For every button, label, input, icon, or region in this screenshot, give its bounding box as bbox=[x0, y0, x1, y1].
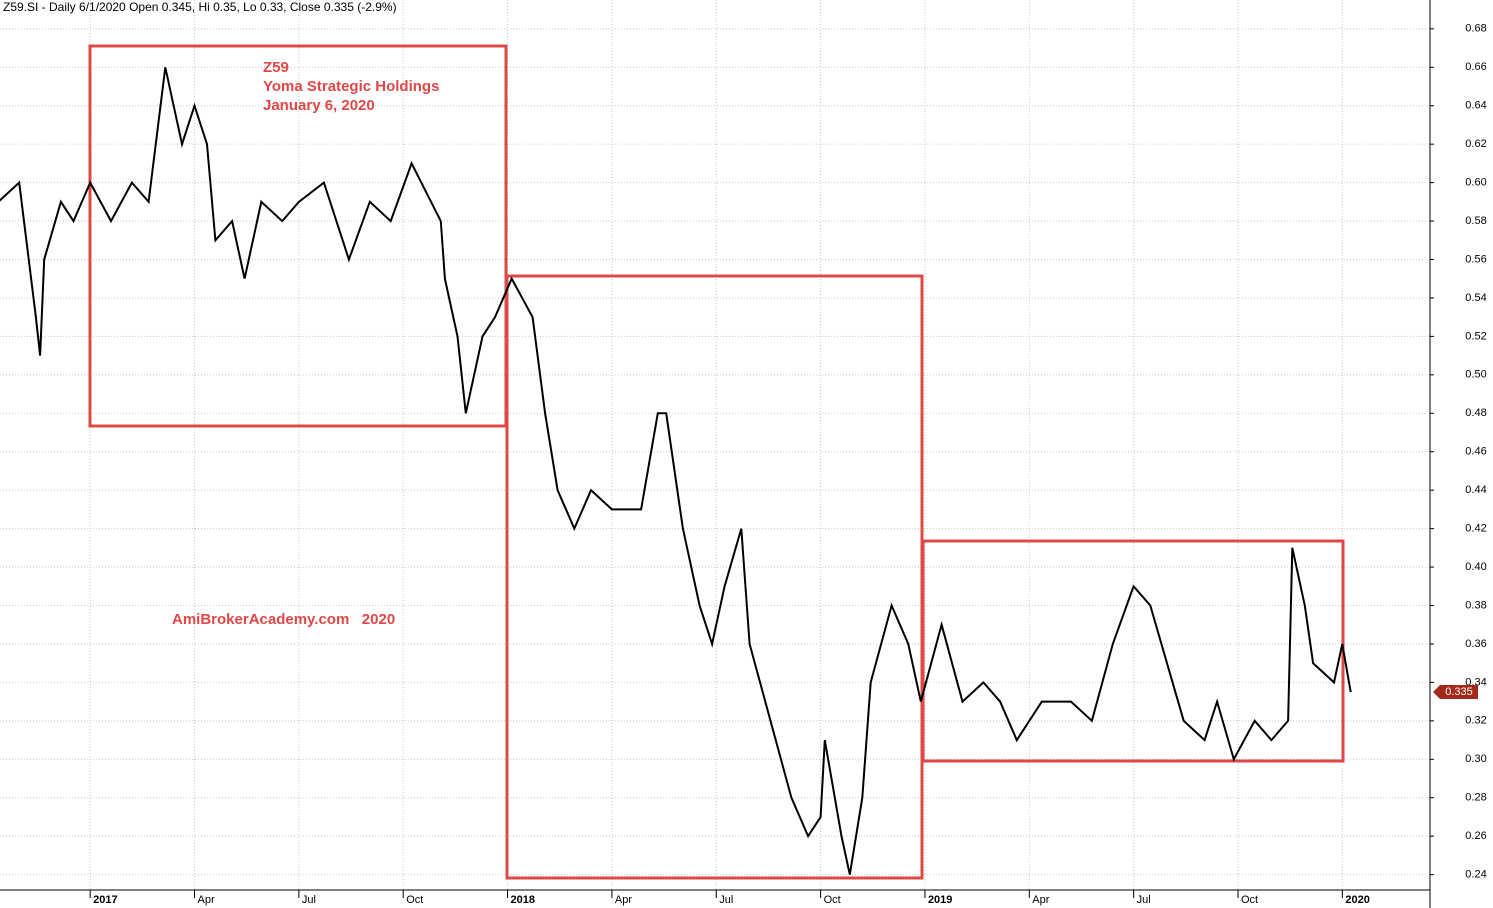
y-tick-label: 0.58 bbox=[1465, 215, 1486, 227]
x-tick-label: Oct bbox=[1241, 894, 1258, 906]
last-price-marker bbox=[1433, 685, 1478, 700]
y-tick-label: 0.52 bbox=[1465, 330, 1486, 342]
x-tick-label: Apr bbox=[615, 894, 632, 906]
x-tick-label: 2019 bbox=[928, 894, 952, 906]
annotation: Yoma Strategic Holdings bbox=[263, 78, 439, 95]
range-box bbox=[88, 44, 508, 428]
y-tick-label: 0.30 bbox=[1465, 753, 1486, 765]
y-tick-label: 0.54 bbox=[1465, 292, 1486, 304]
x-tick-label: 2018 bbox=[511, 894, 535, 906]
y-tick-label: 0.46 bbox=[1465, 446, 1486, 458]
x-tick-label: Oct bbox=[824, 894, 841, 906]
y-tick-label: 0.44 bbox=[1465, 484, 1486, 496]
y-tick-label: 0.60 bbox=[1465, 177, 1486, 189]
y-tick-label: 0.36 bbox=[1465, 638, 1486, 650]
y-tick-label: 0.62 bbox=[1465, 138, 1486, 150]
y-tick-label: 0.56 bbox=[1465, 253, 1486, 265]
y-tick-label: 0.64 bbox=[1465, 100, 1486, 112]
x-tick-label: Apr bbox=[1032, 894, 1049, 906]
y-tick-label: 0.68 bbox=[1465, 23, 1486, 35]
chart-title: Z59.SI - Daily 6/1/2020 Open 0.345, Hi 0… bbox=[3, 0, 397, 14]
y-tick-label: 0.24 bbox=[1465, 869, 1486, 881]
y-tick-label: 0.42 bbox=[1465, 523, 1486, 535]
y-tick-label: 0.48 bbox=[1465, 407, 1486, 419]
last-price-label: 0.335 bbox=[1445, 686, 1473, 698]
x-tick-label: 2020 bbox=[1345, 894, 1369, 906]
y-tick-label: 0.28 bbox=[1465, 792, 1486, 804]
x-tick-label: 2017 bbox=[93, 894, 117, 906]
y-tick-label: 0.40 bbox=[1465, 561, 1486, 573]
y-tick-label: 0.32 bbox=[1465, 715, 1486, 727]
y-tick-label: 0.38 bbox=[1465, 599, 1486, 611]
annotation: January 6, 2020 bbox=[263, 97, 375, 114]
price-line bbox=[0, 67, 1352, 875]
grid bbox=[0, 0, 1430, 890]
x-tick-label: Jul bbox=[302, 894, 316, 906]
annotation: AmiBrokerAcademy.com 2020 bbox=[172, 611, 395, 628]
annotation: Z59 bbox=[263, 59, 289, 76]
x-tick-label: Jul bbox=[719, 894, 733, 906]
plot bbox=[0, 67, 1352, 875]
x-tick-label: Apr bbox=[198, 894, 215, 906]
y-tick-label: 0.66 bbox=[1465, 61, 1486, 73]
y-tick-label: 0.26 bbox=[1465, 830, 1486, 842]
y-tick-label: 0.50 bbox=[1465, 369, 1486, 381]
x-tick-label: Oct bbox=[406, 894, 423, 906]
x-tick-label: Jul bbox=[1137, 894, 1151, 906]
